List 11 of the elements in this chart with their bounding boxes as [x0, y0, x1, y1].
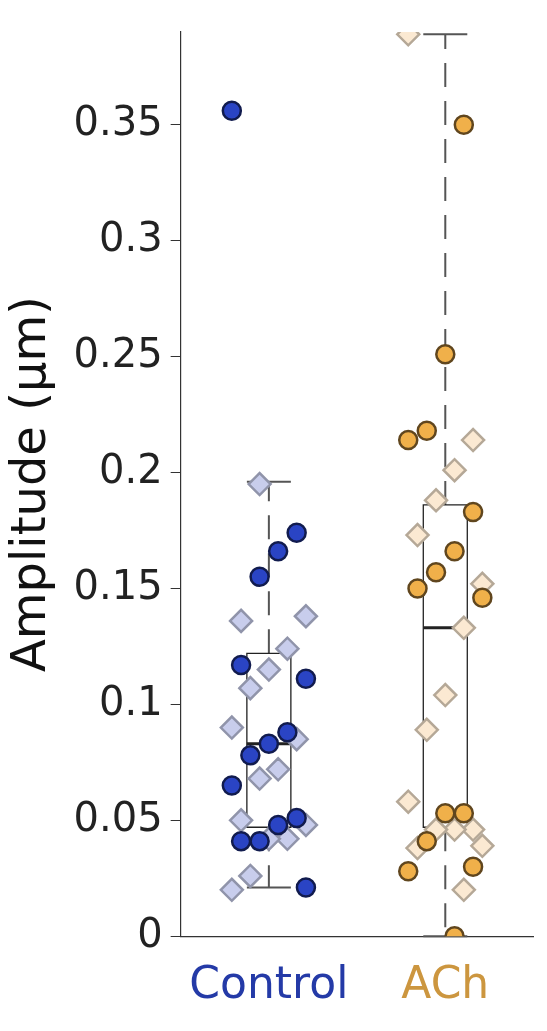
y-tick-label: 0	[137, 909, 163, 956]
y-tick-label: 0.2	[99, 445, 163, 492]
y-axis-title: Amplitude (μm)	[0, 296, 57, 673]
y-tick-label: 0.25	[73, 329, 163, 376]
y-tick-label: 0.3	[99, 214, 163, 261]
y-tick-label: 0.15	[73, 561, 163, 608]
y-tick-label: 0.05	[73, 793, 163, 840]
x-tick-label: ACh	[401, 957, 490, 1009]
y-tick-label: 0.35	[73, 98, 163, 145]
x-tick-label: Control	[189, 957, 349, 1009]
y-tick-label: 0.1	[99, 677, 163, 724]
